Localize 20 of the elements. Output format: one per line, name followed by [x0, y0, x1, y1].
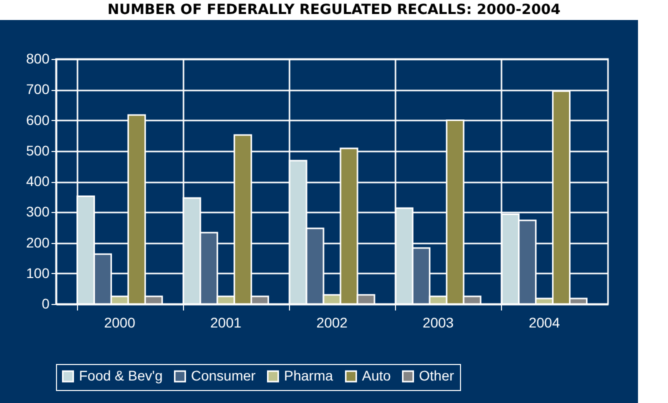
y-tick-label: 0	[42, 296, 50, 312]
legend-label: Food & Bev'g	[79, 367, 163, 384]
legend-label: Auto	[362, 367, 392, 384]
y-tick-label: 800	[26, 50, 50, 66]
x-tick-label: 2003	[422, 314, 454, 330]
y-tick-label: 400	[26, 173, 50, 189]
legend-label: Pharma	[284, 367, 334, 384]
y-tick-label: 100	[26, 264, 50, 281]
legend-label: Consumer	[191, 367, 256, 384]
x-tick-label: 2000	[104, 314, 136, 330]
y-tick-label: 600	[26, 112, 50, 128]
legend-label: Other	[419, 367, 454, 384]
x-tick-label: 2004	[528, 314, 560, 330]
x-tick-label: 2002	[316, 314, 348, 330]
y-tick-label: 300	[26, 204, 50, 220]
y-tick-label: 200	[26, 234, 50, 250]
x-tick-label: 2001	[210, 314, 242, 330]
y-tick-label: 700	[26, 81, 50, 98]
y-tick-label: 500	[26, 142, 50, 158]
chart-title: NUMBER OF FEDERALLY REGULATED RECALLS: 2000-2004	[106, 1, 562, 20]
